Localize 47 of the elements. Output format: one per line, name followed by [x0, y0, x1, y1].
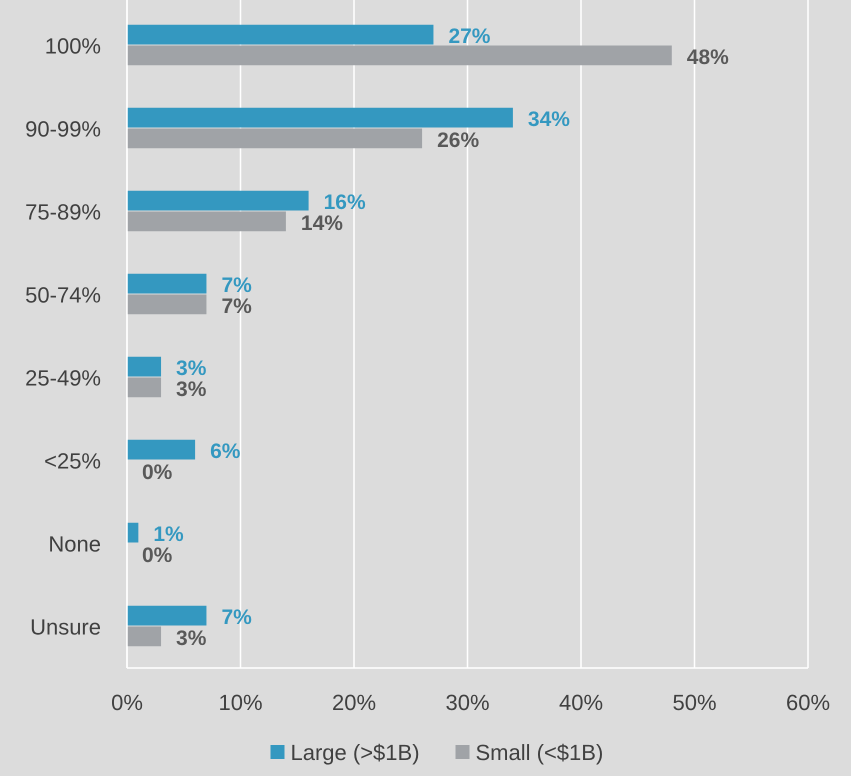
- bar: [127, 190, 309, 210]
- x-tick-label: 0%: [111, 690, 143, 715]
- data-label: 6%: [210, 440, 241, 464]
- data-label: 14%: [300, 212, 344, 235]
- bar: [127, 128, 422, 148]
- data-label: 26%: [437, 128, 480, 152]
- x-tick-label: 10%: [218, 690, 263, 715]
- bar: [127, 356, 162, 376]
- data-label: 16%: [324, 191, 366, 214]
- data-label: 34%: [528, 108, 570, 132]
- legend-label: Large (>$1B): [290, 740, 420, 765]
- bar: [127, 212, 286, 232]
- data-label: 7%: [221, 274, 252, 298]
- data-label: 7%: [221, 606, 252, 630]
- bar: [127, 108, 513, 128]
- x-tick-label: 50%: [672, 690, 717, 715]
- bar: [127, 46, 672, 66]
- y-tick-label: None: [48, 532, 101, 556]
- x-tick-label: 20%: [332, 690, 376, 715]
- x-tick-label: 60%: [786, 690, 830, 715]
- y-tick-label: <25%: [44, 448, 101, 474]
- data-label: 3%: [176, 378, 207, 401]
- data-label: 3%: [176, 357, 207, 380]
- data-label: 7%: [221, 294, 252, 318]
- y-tick-label: Unsure: [30, 614, 101, 640]
- bar: [127, 626, 162, 646]
- y-tick-label: 25-49%: [25, 366, 101, 390]
- bar: [127, 24, 434, 44]
- data-label: 3%: [176, 626, 207, 650]
- x-tick-label: 40%: [558, 690, 604, 715]
- bar: [127, 440, 196, 460]
- data-label: 0%: [142, 460, 173, 484]
- bar: [127, 378, 162, 398]
- data-label: 1%: [153, 523, 184, 546]
- data-label: 48%: [686, 46, 730, 69]
- x-tick-label: 30%: [445, 690, 490, 715]
- y-tick-label: 50-74%: [25, 282, 101, 308]
- y-tick-label: 90-99%: [25, 116, 101, 142]
- legend-label: Small (<$1B): [476, 740, 604, 765]
- data-label: 27%: [448, 25, 491, 48]
- bar: [127, 606, 206, 626]
- bar: [127, 294, 206, 314]
- data-label: 0%: [142, 544, 173, 567]
- bar: [127, 522, 138, 542]
- bar: [127, 274, 206, 294]
- y-tick-label: 100%: [44, 34, 101, 58]
- y-tick-label: 75-89%: [25, 200, 101, 224]
